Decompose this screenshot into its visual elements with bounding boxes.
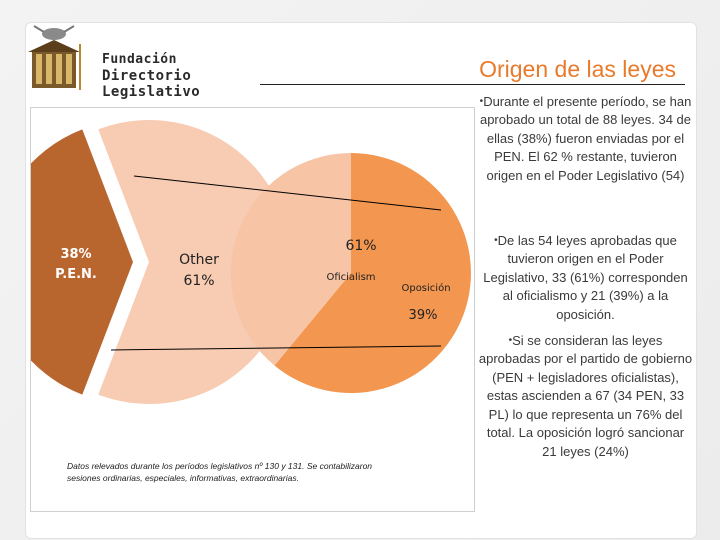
pie-slice-pen bbox=[31, 129, 133, 395]
breakdown-slice-oposicion bbox=[230, 153, 351, 366]
label-other-name: Other bbox=[179, 252, 219, 268]
label-oposicion-pct: 39% bbox=[409, 308, 438, 323]
pie-slice-other bbox=[98, 119, 292, 404]
logo-line2: Directorio Legislativo bbox=[102, 68, 201, 100]
title-rule bbox=[260, 84, 685, 85]
label-other-pct: 61% bbox=[183, 273, 214, 289]
bullet: • bbox=[508, 335, 513, 346]
label-oficialism-name: Oficialism bbox=[326, 272, 375, 283]
connector-line-top bbox=[133, 175, 442, 211]
label-pen-name: P.E.N. bbox=[55, 267, 97, 282]
chart-panel: 38% P.E.N. Other 61% 61% Oficialism Oposición 3… bbox=[30, 107, 475, 512]
paragraph-text: Durante el presente período, se han apro… bbox=[479, 94, 692, 183]
side-text-paragraph-3: •Si se consideran las leyes aprobadas po… bbox=[478, 332, 693, 461]
slide-title: Origen de las leyes bbox=[479, 56, 676, 82]
logo-emblem bbox=[28, 25, 81, 90]
bullet: • bbox=[479, 96, 484, 107]
paragraph-text: De las 54 leyes aprobadas que tuvieron o… bbox=[483, 233, 688, 322]
bullet: • bbox=[494, 235, 498, 246]
breakdown-slice-oficialism bbox=[274, 153, 471, 393]
label-oficialism-pct: 61% bbox=[345, 238, 376, 254]
footnote: Datos relevados durante los períodos leg… bbox=[67, 461, 373, 483]
label-pen-pct: 38% bbox=[60, 247, 91, 262]
side-text-paragraph-2: •De las 54 leyes aprobadas que tuvieron … bbox=[478, 232, 693, 324]
label-oposicion-name: Oposición bbox=[401, 282, 450, 294]
side-text-paragraph-1: •Durante el presente período, se han apr… bbox=[478, 93, 693, 185]
logo-line1: Fundación bbox=[102, 52, 177, 67]
paragraph-text: Si se consideran las leyes aprobadas por… bbox=[478, 333, 693, 459]
pie-of-pie-chart: 38% P.E.N. Other 61% 61% Oficialism Oposición 3… bbox=[31, 119, 471, 404]
connector-line-bottom bbox=[110, 345, 442, 351]
logo: Fundación Directorio Legislativo bbox=[24, 24, 254, 100]
